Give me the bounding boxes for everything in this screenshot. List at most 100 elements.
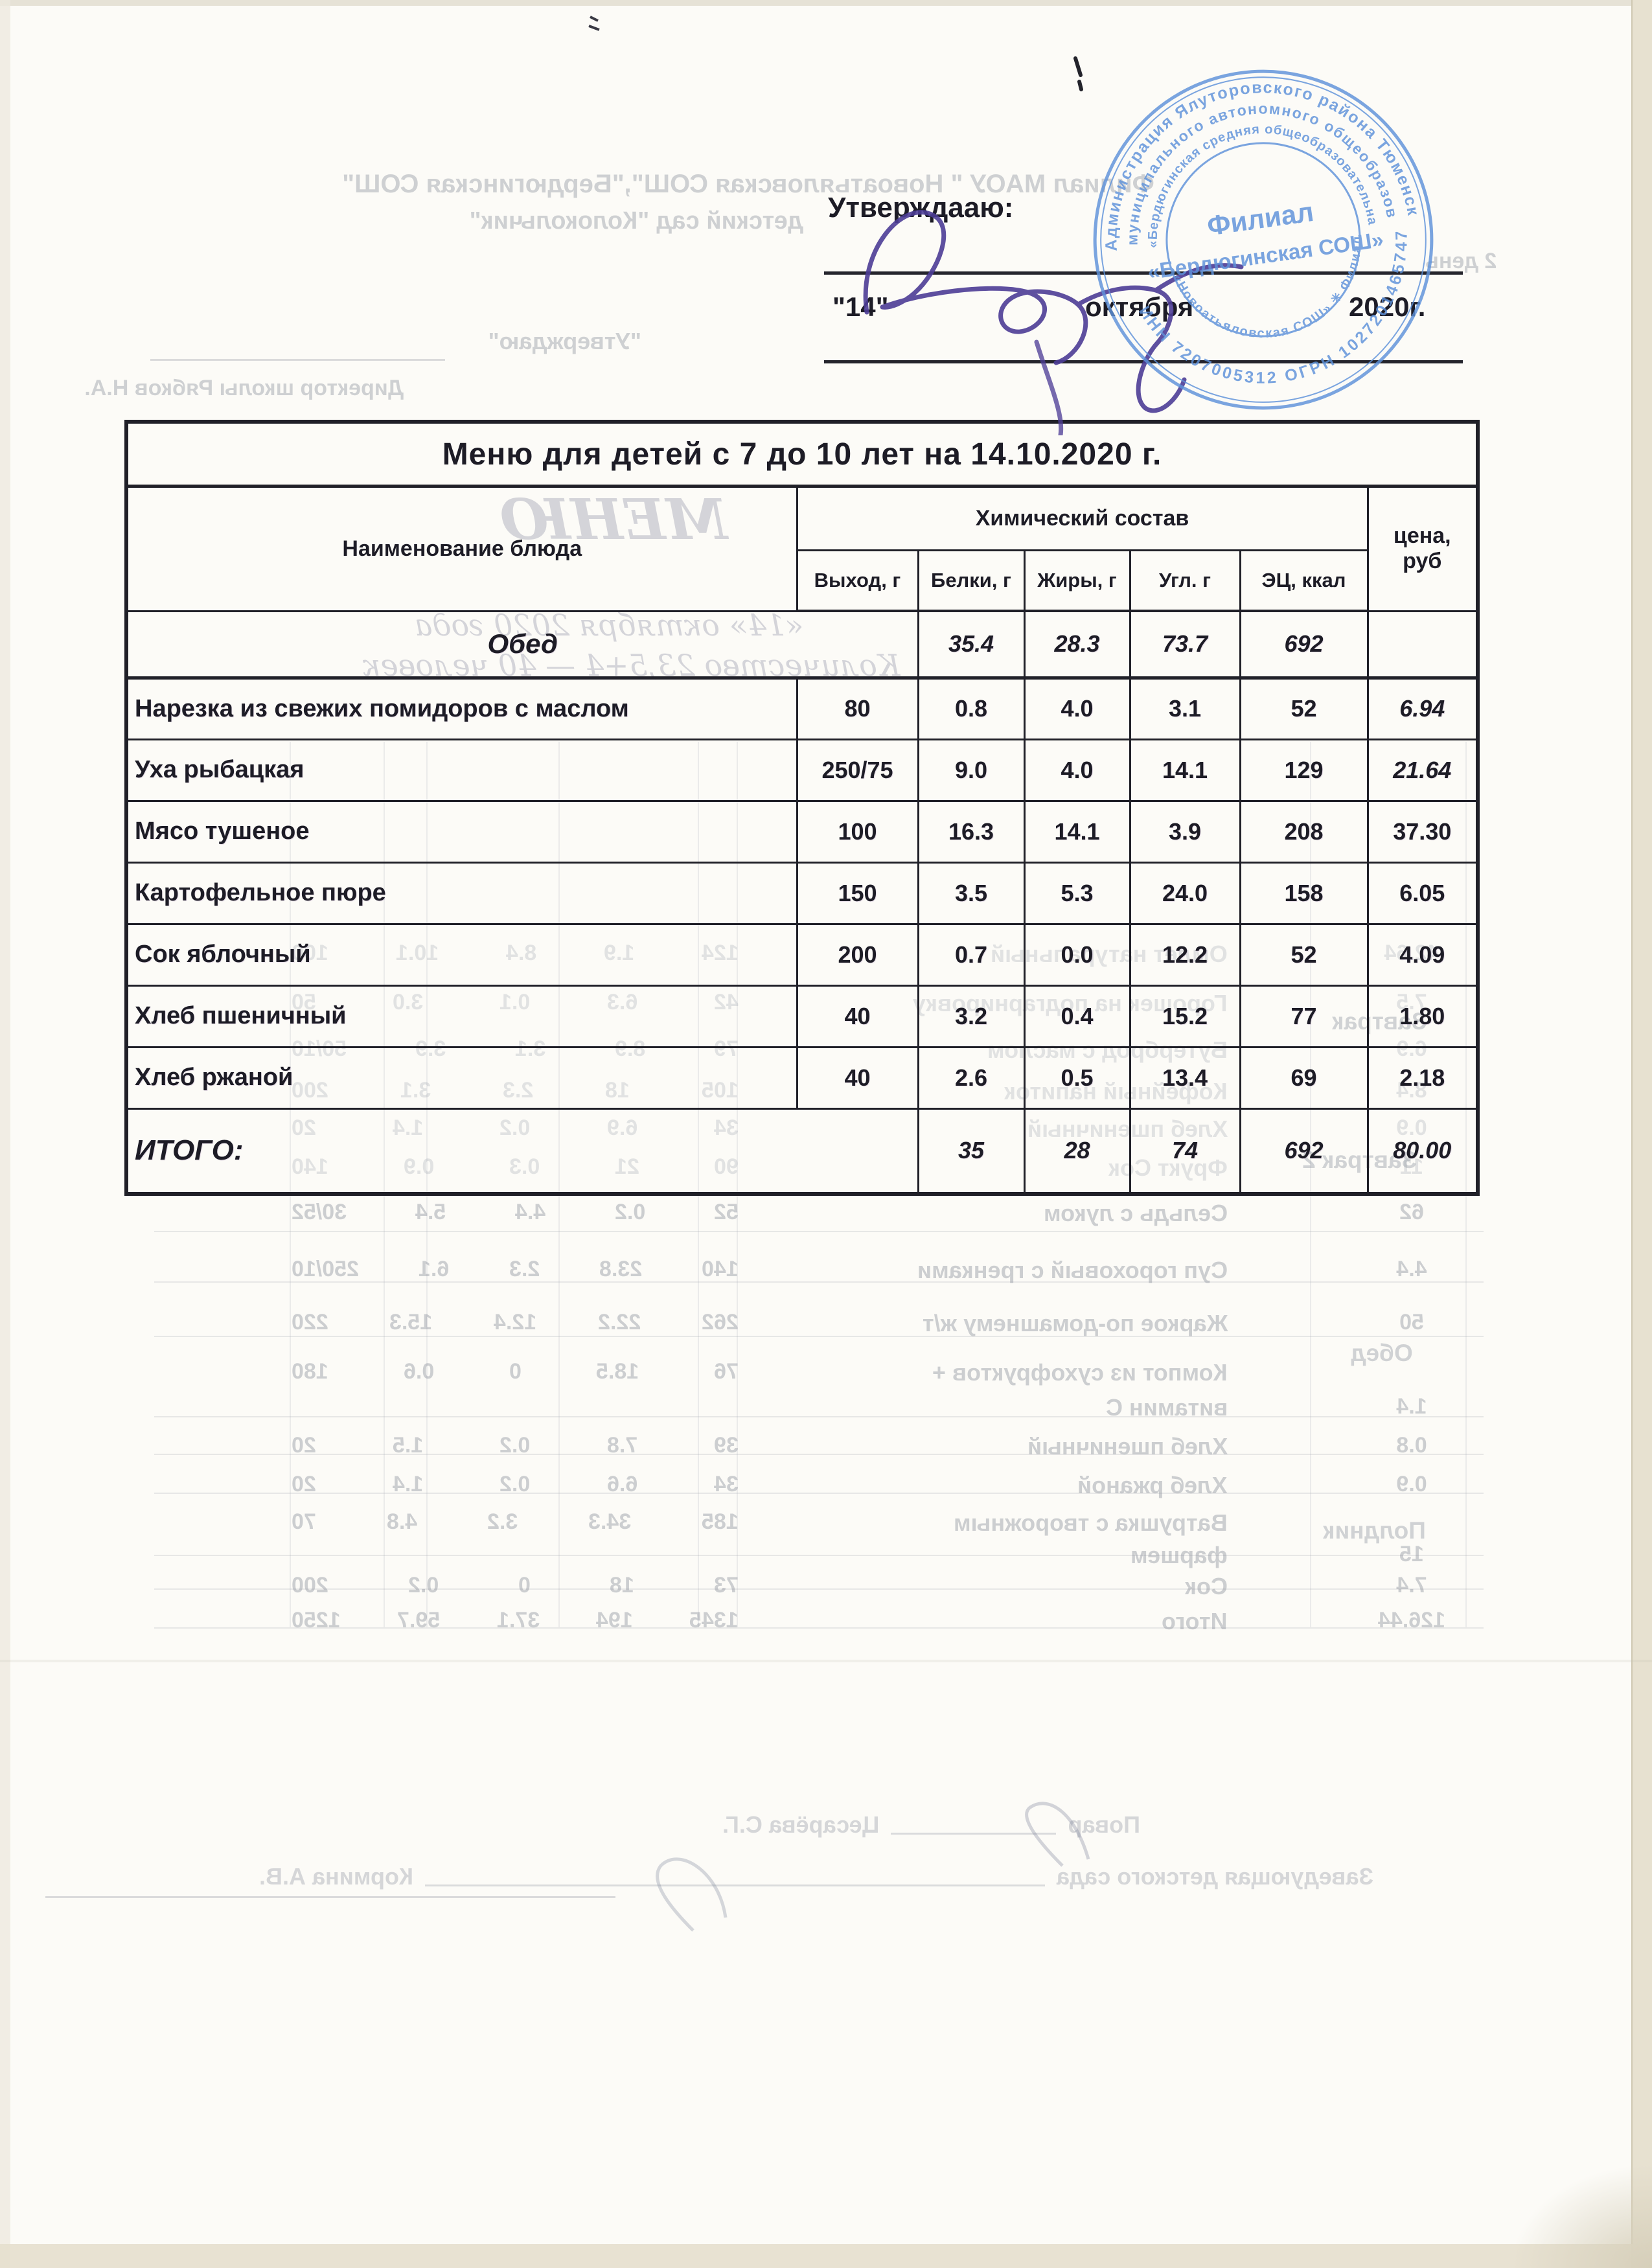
menu-row: Сок яблочный 200 0.7 0.0 12.2 52 4.09	[125, 922, 1479, 987]
menu-cell: Мясо тушеное	[125, 799, 798, 864]
menu-cell: 100	[796, 799, 919, 864]
menu-row: Хлеб ржаной 40 2.6 0.5 13.4 69 2.18	[125, 1046, 1479, 1110]
menu-cell: ИТОГО:	[125, 1107, 919, 1195]
bleed-head-line: Заведующая детского сада Кормина А.В.	[259, 1863, 1373, 1890]
menu-cell: 13.4	[1129, 1046, 1241, 1110]
bleed-hline	[154, 1555, 1484, 1556]
bleed-price: 126.44	[1378, 1608, 1445, 1632]
menu-cell: 692	[1239, 1107, 1369, 1195]
menu-cell: 0.8	[917, 676, 1026, 740]
menu-cell: 9.0	[917, 738, 1026, 802]
bleed-row: Итого 1250 59.7 37.1 194 1345 126.44	[0, 1608, 1652, 1647]
menu-cell: Картофельное пюре	[125, 861, 798, 925]
menu-cell: 200	[796, 922, 919, 987]
menu-table-wrap: Меню для детей с 7 до 10 лет на 14.10.20…	[124, 420, 1480, 1196]
menu-cell: 158	[1239, 861, 1369, 925]
bleed-pen-squiggle-2	[656, 1857, 728, 1932]
menu-cell: 15.2	[1129, 984, 1241, 1048]
menu-cell: 3.1	[1129, 676, 1241, 740]
bleed-price: 7.4	[1396, 1573, 1427, 1598]
menu-cell: 250/75	[796, 738, 919, 802]
bleed-dish-name: Итого	[1162, 1608, 1228, 1634]
menu-cell: 14.1	[1023, 799, 1131, 864]
menu-cell: 150	[796, 861, 919, 925]
menu-cell: 37.30	[1366, 799, 1479, 864]
bleed-row: Хлеб пшеничный 20 1.5 0.2 7.8 39 0.8	[0, 1433, 1652, 1472]
bleed-pen-squiggle-1	[1025, 1802, 1090, 1867]
menu-cell: 3.2	[917, 984, 1026, 1048]
menu-cell: 0.0	[1023, 922, 1131, 987]
menu-cell: 80	[796, 676, 919, 740]
col-header-price: цена, руб	[1366, 485, 1479, 612]
bleed-hline	[154, 1588, 1484, 1590]
paper-crease	[0, 1660, 1652, 1662]
menu-cell: 73.7	[1129, 610, 1241, 680]
menu-cell: 3.5	[917, 861, 1026, 925]
bleed-price: 0.9	[1396, 1472, 1427, 1496]
menu-cell: 80.00	[1366, 1107, 1479, 1195]
menu-row: Хлеб пшеничный 40 3.2 0.4 15.2 77 1.80	[125, 984, 1479, 1048]
bleed-dish-name: витамин С	[1105, 1394, 1228, 1421]
menu-cell: 6.94	[1366, 676, 1479, 740]
menu-cell: 5.3	[1023, 861, 1131, 925]
menu-row: Мясо тушеное 100 16.3 14.1 3.9 208 37.30	[125, 799, 1479, 864]
bleed-meal-group-label: Обед	[1351, 1340, 1413, 1366]
menu-cell: 52	[1239, 922, 1369, 987]
menu-header-row: Наименование блюда Химический состав цен…	[125, 485, 1479, 612]
col-header-dish: Наименование блюда	[125, 485, 798, 612]
menu-cell: 74	[1129, 1107, 1241, 1195]
menu-cell: Нарезка из свежих помидоров с маслом	[125, 676, 798, 740]
approver-signature	[863, 210, 1244, 435]
menu-cell: 0.7	[917, 922, 1026, 987]
menu-cell: 1.80	[1366, 984, 1479, 1048]
menu-cell: 28	[1023, 1107, 1131, 1195]
menu-cell: 35	[917, 1107, 1026, 1195]
menu-row: Уха рыбацкая 250/75 9.0 4.0 14.1 129 21.64	[125, 738, 1479, 802]
menu-cell: 40	[796, 984, 919, 1048]
scan-edge-top	[0, 0, 1652, 6]
price-header-line2: руб	[1403, 549, 1442, 574]
bleed-dish-name: Сельдь с луком	[1043, 1200, 1228, 1226]
bleed-price: 62	[1399, 1200, 1424, 1224]
ink-dot	[588, 16, 600, 31]
menu-cell: 69	[1239, 1046, 1369, 1110]
menu-title: Меню для детей с 7 до 10 лет на 14.10.20…	[125, 420, 1479, 488]
menu-cell	[1366, 610, 1479, 680]
bleed-values: 20 1.4 0.2 6.6 34	[292, 1472, 739, 1496]
bleed-hline	[154, 1493, 1484, 1494]
menu-cell: 35.4	[917, 610, 1026, 680]
bleed-price: 15	[1399, 1542, 1424, 1566]
menu-cell: 52	[1239, 676, 1369, 740]
bleed-head-name: Кормина А.В.	[259, 1863, 414, 1890]
bleed-values: 30/52 5.4 4.4 0.2 52	[292, 1200, 739, 1224]
bleed-price: 50	[1399, 1310, 1424, 1334]
bleed-hline	[154, 1231, 1484, 1232]
menu-cell: 692	[1239, 610, 1369, 680]
col-header-carb: Угл. г	[1129, 549, 1241, 612]
menu-table-body: Обед 35.4 28.3 73.7 692 Нарезка из свежих пом…	[125, 610, 1479, 1195]
bleed-dish-name: Ватрушка с творожным	[954, 1509, 1228, 1536]
menu-cell: Хлеб ржаной	[125, 1046, 798, 1110]
menu-cell: Хлеб пшеничный	[125, 984, 798, 1048]
bleed-values: 250/10 6.1 2.3 23.8 140	[292, 1257, 739, 1281]
bleed-hline	[154, 1627, 1484, 1629]
bleed-values: 200 0.2 0 18 73	[292, 1573, 739, 1598]
bleed-hline	[154, 1416, 1484, 1417]
bleed-row: Хлеб ржаной 20 1.4 0.2 6.6 34 0.9	[0, 1472, 1652, 1511]
bleed-org-line2: детский сад "Колокольчик"	[469, 207, 803, 235]
bleed-row: витамин С 1.4	[0, 1394, 1652, 1433]
bleed-dish-name: Компот из сухофруктов +	[932, 1359, 1228, 1386]
bleed-dish-name: Хлеб пшеничный	[1027, 1433, 1228, 1460]
col-header-protein: Белки, г	[917, 549, 1026, 612]
bleed-values: 1250 59.7 37.1 194 1345	[292, 1608, 739, 1632]
bleed-values: 20 1.5 0.2 7.8 39	[292, 1433, 739, 1458]
menu-cell: Уха рыбацкая	[125, 738, 798, 802]
menu-cell: 4.0	[1023, 676, 1131, 740]
menu-cell: 0.5	[1023, 1046, 1131, 1110]
menu-cell: 2.6	[917, 1046, 1026, 1110]
scan-corner-shadow	[1509, 2164, 1652, 2268]
menu-cell: 3.9	[1129, 799, 1241, 864]
bleed-director-line: Директор школы Рябков Н.А.	[84, 376, 404, 400]
bleed-values: 70 4.8 3.2 34.3 185	[292, 1509, 739, 1534]
